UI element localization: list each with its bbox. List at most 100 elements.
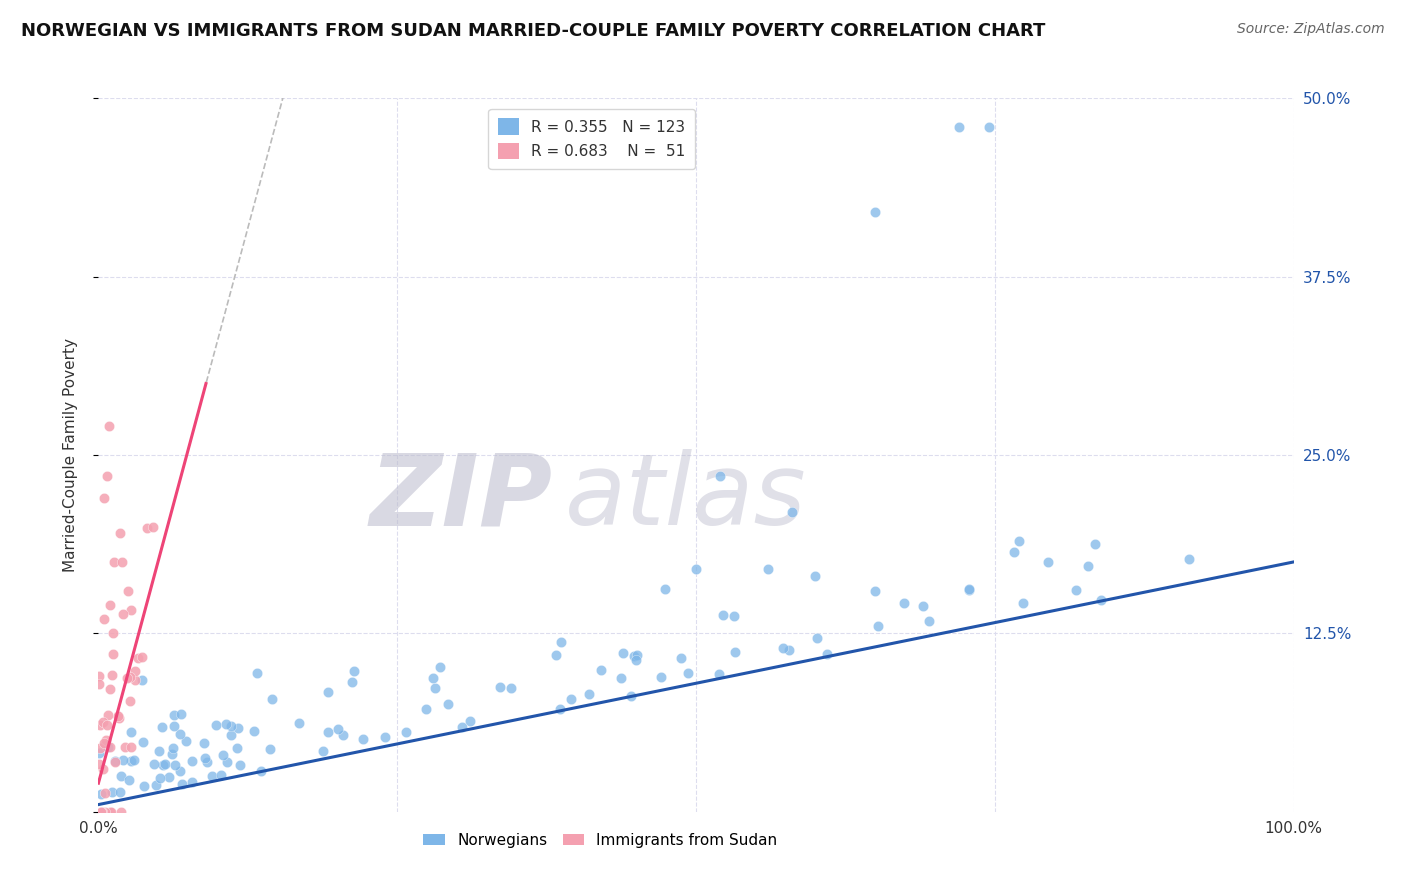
- Point: [326, 722, 349, 736]
- Point: [89, 805, 111, 819]
- Point: [214, 716, 236, 731]
- Point: [148, 744, 170, 758]
- Point: [162, 747, 184, 762]
- Text: atlas: atlas: [565, 450, 806, 546]
- Point: [94, 786, 117, 800]
- Point: [957, 582, 980, 597]
- Point: [780, 505, 803, 519]
- Point: [259, 742, 281, 756]
- Point: [209, 768, 232, 782]
- Point: [194, 751, 217, 765]
- Point: [142, 519, 165, 533]
- Point: [110, 769, 132, 783]
- Point: [865, 205, 887, 219]
- Point: [623, 649, 645, 664]
- Point: [711, 608, 734, 623]
- Point: [423, 681, 446, 695]
- Point: [124, 673, 146, 688]
- Point: [246, 666, 269, 681]
- Point: [620, 689, 643, 703]
- Y-axis label: Married-Couple Family Poverty: Married-Couple Family Poverty: [63, 338, 77, 572]
- Point: [1077, 558, 1099, 573]
- Point: [108, 526, 131, 541]
- Point: [546, 648, 568, 662]
- Point: [560, 692, 582, 706]
- Point: [415, 702, 437, 716]
- Point: [87, 756, 110, 771]
- Point: [93, 612, 115, 626]
- Point: [149, 771, 172, 785]
- Point: [124, 753, 146, 767]
- Point: [101, 626, 124, 640]
- Point: [195, 755, 218, 769]
- Point: [228, 721, 250, 735]
- Point: [152, 758, 174, 772]
- Point: [948, 120, 970, 134]
- Point: [110, 784, 132, 798]
- Point: [578, 687, 600, 701]
- Point: [201, 769, 224, 783]
- Point: [650, 670, 672, 684]
- Point: [422, 672, 444, 686]
- Point: [225, 740, 247, 755]
- Point: [110, 805, 132, 819]
- Point: [1011, 596, 1033, 610]
- Point: [229, 757, 252, 772]
- Point: [163, 719, 186, 733]
- Point: [132, 735, 155, 749]
- Point: [90, 805, 112, 819]
- Point: [724, 645, 747, 659]
- Point: [112, 753, 135, 767]
- Point: [120, 670, 142, 684]
- Point: [136, 521, 159, 535]
- Point: [97, 740, 120, 755]
- Point: [723, 609, 745, 624]
- Point: [111, 607, 134, 621]
- Point: [91, 714, 114, 729]
- Point: [591, 663, 613, 677]
- Point: [1064, 582, 1087, 597]
- Point: [1084, 536, 1107, 550]
- Point: [489, 681, 512, 695]
- Point: [142, 757, 165, 772]
- Point: [90, 805, 112, 819]
- Point: [460, 714, 482, 728]
- Point: [93, 736, 115, 750]
- Point: [866, 619, 889, 633]
- Point: [548, 701, 571, 715]
- Point: [205, 718, 228, 732]
- Point: [243, 724, 266, 739]
- Point: [89, 717, 111, 731]
- Point: [98, 419, 121, 434]
- Point: [911, 599, 934, 613]
- Point: [94, 738, 117, 752]
- Point: [451, 720, 474, 734]
- Point: [957, 582, 980, 597]
- Point: [120, 603, 142, 617]
- Point: [977, 120, 1000, 134]
- Point: [1008, 533, 1031, 548]
- Point: [1002, 544, 1025, 558]
- Point: [107, 709, 129, 723]
- Point: [612, 646, 634, 660]
- Point: [96, 718, 118, 732]
- Point: [353, 731, 375, 746]
- Point: [654, 582, 676, 597]
- Point: [114, 739, 136, 754]
- Text: Source: ZipAtlas.com: Source: ZipAtlas.com: [1237, 22, 1385, 37]
- Point: [343, 664, 366, 678]
- Point: [117, 583, 139, 598]
- Point: [212, 748, 235, 763]
- Point: [287, 716, 309, 731]
- Point: [101, 785, 124, 799]
- Point: [217, 756, 239, 770]
- Point: [163, 758, 186, 772]
- Point: [550, 635, 572, 649]
- Point: [181, 774, 204, 789]
- Point: [709, 667, 731, 681]
- Point: [115, 671, 138, 685]
- Point: [118, 772, 141, 787]
- Point: [865, 583, 887, 598]
- Point: [131, 650, 153, 665]
- Point: [94, 733, 117, 747]
